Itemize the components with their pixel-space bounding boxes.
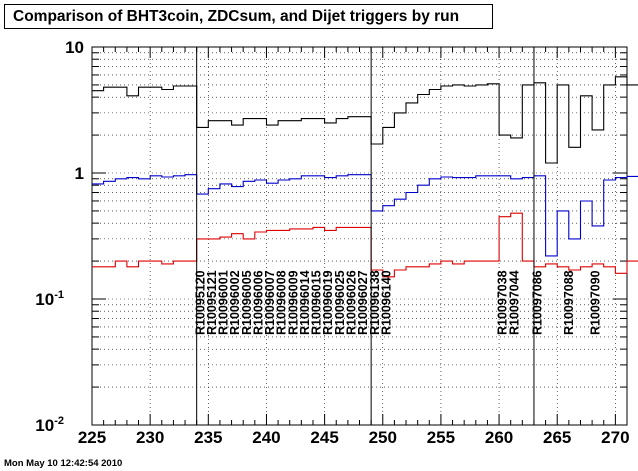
x-tick-label: 235: [194, 428, 222, 447]
run-label: R10097088: [562, 270, 576, 335]
x-tick-label: 260: [485, 428, 513, 447]
run-label: R10095120: [193, 270, 207, 335]
x-tick-label: 225: [78, 428, 106, 447]
run-label: R10096005: [240, 270, 254, 335]
x-tick-label: 270: [601, 428, 629, 447]
run-label: R10096027: [356, 270, 370, 335]
y-tick-label: 10: [65, 38, 84, 57]
y-tick-label: 1: [75, 164, 84, 183]
chart-title-box: Comparison of BHT3coin, ZDCsum, and Dije…: [4, 4, 493, 29]
y-tick-exponent: -2: [54, 415, 64, 427]
grid-y: [92, 52, 627, 388]
plot-frame: [91, 46, 628, 426]
run-label: R10095121: [205, 270, 219, 335]
run-label: R10096006: [251, 270, 265, 335]
run-label: R10096014: [298, 270, 312, 335]
chart-title: Comparison of BHT3coin, ZDCsum, and Dije…: [13, 8, 460, 25]
x-tick-label: 245: [310, 428, 338, 447]
run-label: R10096019: [321, 270, 335, 335]
run-label: R10096140: [379, 270, 393, 335]
run-label: R10097044: [507, 270, 521, 335]
series-line-0: [92, 76, 638, 164]
series-line-2: [92, 212, 638, 278]
timestamp: Mon May 10 12:42:54 2010: [4, 458, 123, 469]
series-line-1: [92, 174, 638, 257]
run-label: R10096002: [228, 270, 242, 335]
run-label: R10096008: [275, 270, 289, 335]
run-label: R10096026: [345, 270, 359, 335]
run-label: R10096015: [310, 270, 324, 335]
run-label: R10097090: [589, 270, 603, 335]
x-tick-label: 255: [427, 428, 455, 447]
x-tick-label: 250: [369, 428, 397, 447]
run-label: R10097038: [496, 270, 510, 335]
y-tick-label: 10-1: [35, 289, 64, 309]
run-label: R10096001: [217, 270, 231, 335]
y-ticks: [92, 46, 627, 426]
run-label: R10096007: [263, 270, 277, 335]
x-tick-label: 240: [252, 428, 280, 447]
run-label: R10096009: [286, 270, 300, 335]
y-tick-exponent: -1: [54, 289, 64, 301]
x-ticks: [91, 47, 628, 425]
y-tick-label: 10-2: [35, 415, 64, 435]
run-label: R10097086: [531, 270, 545, 335]
grid-x: [91, 47, 616, 425]
x-tick-label: 230: [136, 428, 164, 447]
run-label: R10096025: [333, 270, 347, 335]
run-label: R10096138: [368, 270, 382, 335]
x-tick-label: 265: [543, 428, 571, 447]
